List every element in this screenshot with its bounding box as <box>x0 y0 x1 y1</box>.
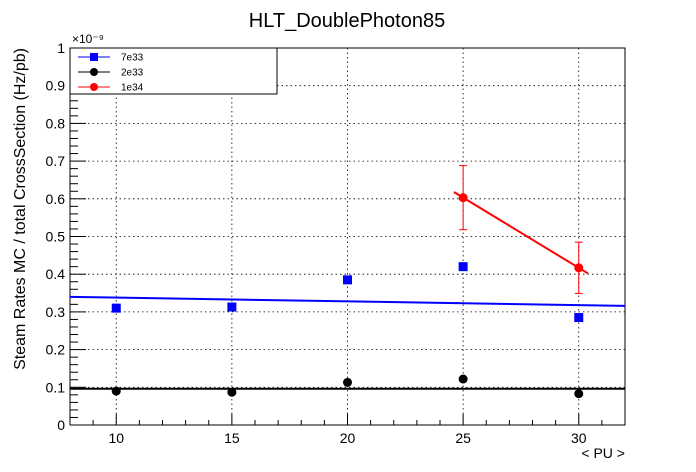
x-tick-label: 25 <box>455 430 471 446</box>
x-axis-label: < PU > <box>581 445 625 461</box>
data-point-2e33 <box>343 377 352 387</box>
legend-label: 1e34 <box>121 83 144 94</box>
y-tick-label: 0.3 <box>46 304 66 320</box>
legend: 7e33 2e33 1e34 <box>69 47 278 95</box>
legend-label: 2e33 <box>121 68 144 79</box>
data-point-7e33 <box>111 303 121 313</box>
y-tick-label: 0 <box>57 417 65 433</box>
data-point-2e33 <box>111 386 121 396</box>
data-point-1e34 <box>458 193 468 203</box>
y-tick-label: 0.1 <box>46 379 66 395</box>
fit-line-1e34 <box>453 191 589 275</box>
y-exponent-label: ×10⁻⁹ <box>72 32 104 46</box>
x-tick-label: 30 <box>571 430 587 446</box>
data-point-2e33 <box>227 387 237 397</box>
y-tick-label: 0.8 <box>46 115 66 131</box>
data-point-7e33 <box>227 302 237 312</box>
fit-lines <box>69 191 626 390</box>
axes: 10 15 20 25 30 0 0.1 0.2 0.3 0.4 0.5 0.6 0.7 0.8 0.9 1 <box>46 40 626 446</box>
x-tick-label: 20 <box>340 430 356 446</box>
chart-title: HLT_DoublePhoton85 <box>249 10 445 32</box>
data-point-1e34 <box>574 263 584 273</box>
y-tick-label: 0.2 <box>46 342 66 358</box>
legend-marker <box>90 83 98 91</box>
legend-label: 7e33 <box>121 53 144 64</box>
data-points <box>111 193 584 399</box>
y-tick-label: 0.7 <box>46 153 66 169</box>
plot-frame <box>69 47 626 426</box>
y-tick-label: 1 <box>57 40 65 56</box>
legend-marker <box>90 53 98 61</box>
y-tick-label: 0.5 <box>46 229 66 245</box>
legend-box <box>69 47 278 95</box>
data-point-2e33 <box>574 389 584 399</box>
data-point-7e33 <box>574 313 584 323</box>
x-tick-label: 15 <box>224 430 240 446</box>
y-axis-label: Steam Rates MC / total CrossSection (Hz/… <box>12 48 29 370</box>
x-tick-label: 10 <box>108 430 124 446</box>
y-tick-label: 0.9 <box>46 78 66 94</box>
data-point-2e33 <box>458 374 468 384</box>
data-point-7e33 <box>343 275 352 285</box>
fit-line-7e33 <box>69 295 626 307</box>
y-tick-label: 0.4 <box>46 266 66 282</box>
data-point-7e33 <box>458 262 468 272</box>
legend-marker <box>90 68 98 76</box>
y-tick-label: 0.6 <box>46 191 66 207</box>
